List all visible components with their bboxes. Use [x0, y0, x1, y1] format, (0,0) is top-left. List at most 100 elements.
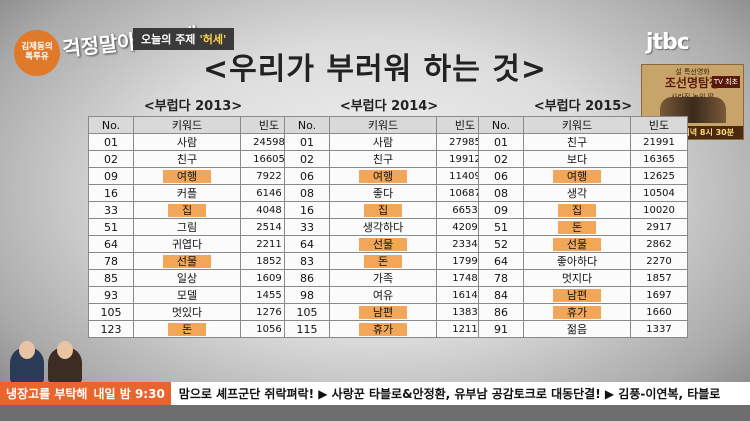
promo-subtitle: 설 특선영화: [675, 68, 710, 76]
keyword-cell: 선물: [133, 252, 241, 270]
table-row: 78 멋지다 1857: [478, 269, 688, 287]
keyword-table: No. 키워드 빈도 01 친구 21991 02 보다 16365 06 여행 12625 08 생각 1…: [478, 116, 688, 338]
rank-cell: 01: [88, 133, 134, 151]
keyword-highlighted: 여행: [358, 169, 408, 183]
table-row: 06 여행 11409: [284, 167, 494, 185]
rank-cell: 16: [88, 184, 134, 202]
frequency-cell: 10020: [630, 201, 688, 219]
keyword-highlighted: 집: [167, 203, 207, 217]
keyword-text: 멋지다: [561, 272, 593, 285]
keyword-text: 젊음: [566, 323, 588, 336]
ticker-program: 냉장고를 부탁해 내일 밤 9:30: [0, 382, 171, 405]
rank-cell: 33: [284, 218, 330, 236]
keyword-cell: 남편: [523, 286, 631, 304]
keyword-cell: 좋아하다: [523, 252, 631, 270]
table-row: 105 멋있다 1276: [88, 303, 298, 321]
table-row: 64 귀엽다 2211: [88, 235, 298, 253]
rank-cell: 64: [478, 252, 524, 270]
keyword-table-2: <부럽다 2015> No. 키워드 빈도 01 친구 21991 02 보다 16365 06 여행…: [478, 98, 688, 338]
keyword-cell: 사람: [329, 133, 437, 151]
keyword-cell: 여유: [329, 286, 437, 304]
rank-cell: 84: [478, 286, 524, 304]
table-row: 115 휴가 1211: [284, 320, 494, 338]
column-header: 빈도: [630, 116, 688, 134]
presenter-right: [48, 341, 82, 383]
keyword-cell: 생각하다: [329, 218, 437, 236]
keyword-text: 보다: [566, 153, 588, 166]
table-row: 86 휴가 1660: [478, 303, 688, 321]
rank-cell: 51: [88, 218, 134, 236]
frequency-cell: 1660: [630, 303, 688, 321]
table-row: 98 여유 1614: [284, 286, 494, 304]
keyword-cell: 생각: [523, 184, 631, 202]
table-row: 51 돈 2917: [478, 218, 688, 236]
rank-cell: 91: [478, 320, 524, 338]
table-row: 33 집 4048: [88, 201, 298, 219]
column-header: No.: [88, 116, 134, 134]
keyword-text: 멋있다: [171, 306, 203, 319]
rank-cell: 33: [88, 201, 134, 219]
keyword-cell: 친구: [523, 133, 631, 151]
frequency-cell: 1337: [630, 320, 688, 338]
table-row: 33 생각하다 4209: [284, 218, 494, 236]
keyword-cell: 가족: [329, 269, 437, 287]
table-row: 86 가족 1748: [284, 269, 494, 287]
keyword-text: 사람: [176, 136, 198, 149]
keyword-text: 사람: [372, 136, 394, 149]
table-title: <부럽다 2014>: [339, 99, 439, 114]
rank-cell: 98: [284, 286, 330, 304]
topic-value: '허세': [199, 33, 227, 46]
column-header: 빈도: [240, 116, 298, 134]
table-row: 52 선물 2862: [478, 235, 688, 253]
table-row: 64 선물 2334: [284, 235, 494, 253]
rank-cell: 115: [284, 320, 330, 338]
frequency-cell: 21991: [630, 133, 688, 151]
table-row: 78 선물 1852: [88, 252, 298, 270]
table-row: 84 남편 1697: [478, 286, 688, 304]
rank-cell: 64: [284, 235, 330, 253]
table-row: 64 좋아하다 2270: [478, 252, 688, 270]
keyword-text: 모델: [176, 289, 198, 302]
ticker-program-name: 냉장고를 부탁해: [6, 387, 88, 401]
keyword-cell: 돈: [133, 320, 241, 338]
keyword-cell: 보다: [523, 150, 631, 168]
keyword-text: 생각하다: [362, 221, 404, 234]
rank-cell: 64: [88, 235, 134, 253]
table-row: 01 친구 21991: [478, 133, 688, 151]
table-row: 02 친구 19912: [284, 150, 494, 168]
table-header-row: No. 키워드 빈도: [88, 116, 298, 134]
table-header-row: No. 키워드 빈도: [478, 116, 688, 134]
table-row: 83 돈 1799: [284, 252, 494, 270]
keyword-table: No. 키워드 빈도 01 사람 27985 02 친구 19912 06 여행 11409 08 좋다 1…: [284, 116, 494, 338]
keyword-text: 친구: [176, 153, 198, 166]
rank-cell: 16: [284, 201, 330, 219]
rank-cell: 123: [88, 320, 134, 338]
keyword-highlighted: 남편: [552, 288, 602, 302]
frequency-cell: 2862: [630, 235, 688, 253]
rank-cell: 93: [88, 286, 134, 304]
keyword-table-1: <부럽다 2014> No. 키워드 빈도 01 사람 27985 02 친구 19912 06 여행…: [284, 98, 494, 338]
keyword-highlighted: 돈: [363, 254, 403, 268]
table-row: 91 젊음 1337: [478, 320, 688, 338]
table-row: 08 좋다 10687: [284, 184, 494, 202]
show-badge-line1: 김제동의: [21, 42, 53, 53]
rank-cell: 51: [478, 218, 524, 236]
rank-cell: 02: [88, 150, 134, 168]
topic-caption: 오늘의 주제 '허세': [133, 28, 235, 50]
frequency-cell: 2917: [630, 218, 688, 236]
keyword-text: 좋아하다: [556, 255, 598, 268]
promo-title: 조선명탐정: [664, 76, 721, 90]
keyword-cell: 멋있다: [133, 303, 241, 321]
table-row: 105 남편 1383: [284, 303, 494, 321]
keyword-cell: 커플: [133, 184, 241, 202]
table-row: 09 여행 7922: [88, 167, 298, 185]
keyword-highlighted: 여행: [552, 169, 602, 183]
table-row: 93 모델 1455: [88, 286, 298, 304]
frequency-cell: 1857: [630, 269, 688, 287]
keyword-cell: 멋지다: [523, 269, 631, 287]
keyword-cell: 젊음: [523, 320, 631, 338]
keyword-highlighted: 휴가: [552, 305, 602, 319]
column-header: No.: [478, 116, 524, 134]
frequency-cell: 16365: [630, 150, 688, 168]
table-row: 51 그림 2514: [88, 218, 298, 236]
